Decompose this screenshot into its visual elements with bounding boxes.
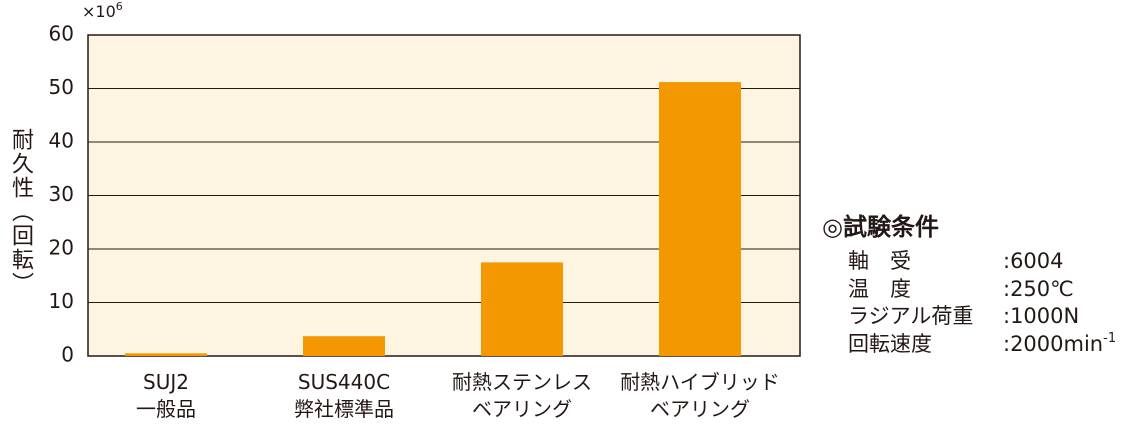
y-tick-label: 0 [61, 343, 74, 367]
y-unit-exponent: 6 [116, 0, 123, 13]
x-tick-label-line: 耐熱ステンレス [452, 370, 592, 394]
x-tick-label-line: 一般品 [136, 397, 196, 421]
y-axis-label: 耐久性（回転） [8, 128, 34, 296]
x-tick-label: SUS440C 弊社標準品 [294, 370, 394, 421]
x-tick-label: 耐熱ハイブリッドベアリング [620, 370, 780, 421]
x-tick-label: SUJ2 一般品 [136, 370, 196, 421]
x-tick-label-line: SUS440C [298, 370, 390, 394]
x-tick-label-line: ベアリング [472, 397, 572, 421]
y-tick-label: 40 [49, 129, 74, 153]
x-tick-label: 耐熱ステンレスベアリング [452, 370, 592, 421]
condition-label: 温 度 [848, 277, 911, 301]
conditions-title: ◎試験条件 [822, 213, 939, 241]
condition-value: :6004 [1003, 249, 1064, 273]
bar [659, 82, 741, 356]
condition-value: :1000N [1003, 304, 1079, 328]
condition-value-text: :1000N [1003, 304, 1079, 328]
condition-label: 回転速度 [848, 332, 932, 356]
condition-value-text: :6004 [1003, 249, 1064, 273]
bar [481, 262, 563, 356]
condition-value-text: :2000min [1003, 332, 1103, 356]
condition-value-sup: -1 [1103, 331, 1116, 346]
plot-frame [87, 34, 801, 357]
bar [303, 336, 385, 356]
y-unit-base: ×10 [82, 2, 116, 21]
y-tick-label: 20 [49, 236, 74, 260]
condition-value: :2000min-1 [1003, 331, 1116, 357]
x-tick-label-line: 耐熱ハイブリッド [620, 370, 780, 394]
y-tick-label: 30 [49, 182, 74, 206]
x-tick-label-line: 弊社標準品 [294, 397, 394, 421]
condition-value: :250℃ [1003, 277, 1074, 301]
x-tick-label-line: ベアリング [650, 397, 750, 421]
condition-label: 軸 受 [848, 249, 911, 273]
y-tick-label: 50 [49, 75, 74, 99]
condition-value-text: :250℃ [1003, 277, 1074, 301]
y-tick-label: 10 [49, 289, 74, 313]
y-tick-label: 60 [49, 22, 74, 46]
condition-label: ラジアル荷重 [848, 304, 973, 328]
y-unit: ×106 [82, 0, 123, 21]
x-tick-label-line: SUJ2 [143, 370, 189, 394]
bar [125, 353, 207, 356]
